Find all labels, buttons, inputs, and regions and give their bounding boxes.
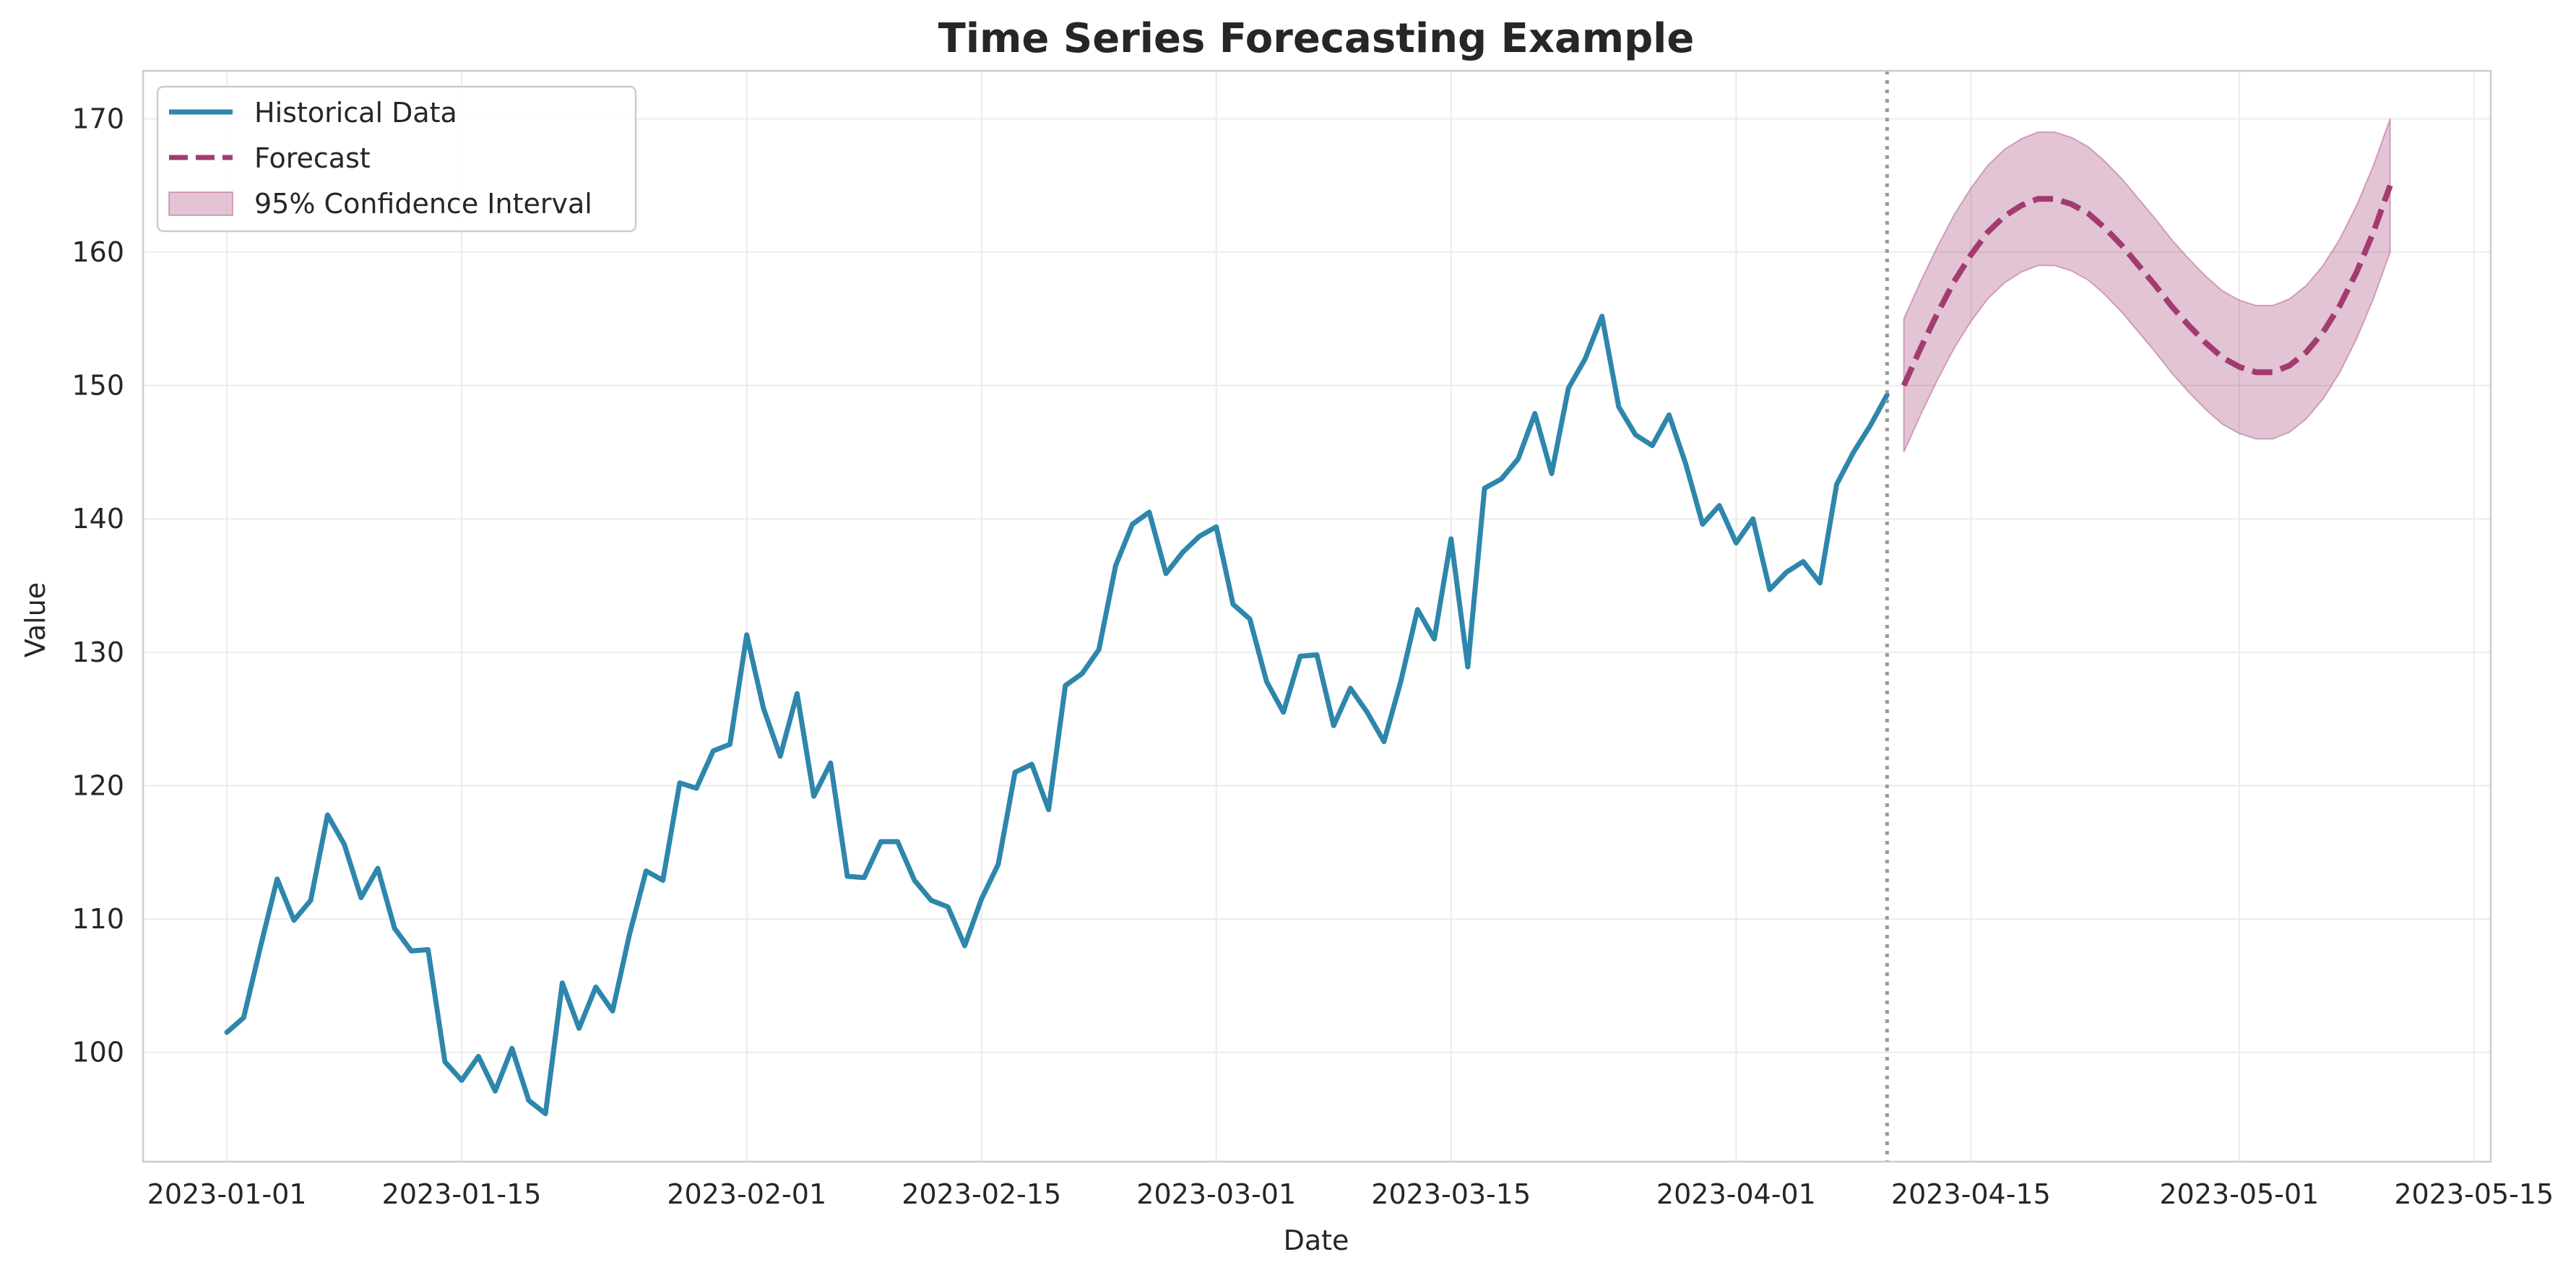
y-tick-label: 160 [72, 236, 124, 268]
y-tick-label: 130 [72, 636, 124, 668]
y-tick-label: 100 [72, 1037, 124, 1068]
x-tick-label: 2023-04-15 [1891, 1178, 2051, 1210]
y-tick-label: 110 [72, 903, 124, 935]
series-line-layer [224, 184, 2393, 1116]
x-tick-label: 2023-05-01 [2159, 1178, 2319, 1210]
legend-label-forecast: Forecast [254, 142, 371, 174]
plot-frame [142, 69, 2492, 1163]
legend-label-confidence-interval: 95% Confidence Interval [254, 188, 592, 220]
tick-labels: 2023-01-01 2023-01-15 2023-02-01 2023-02-15… [72, 103, 2554, 1210]
y-tick-label: 150 [72, 370, 124, 402]
y-tick-label: 140 [72, 503, 124, 535]
x-tick-label: 2023-04-01 [1656, 1178, 1816, 1210]
legend-label-historical: Historical Data [254, 97, 457, 129]
x-tick-label: 2023-02-15 [902, 1178, 1061, 1210]
x-tick-label: 2023-03-01 [1136, 1178, 1296, 1210]
legend-box [156, 85, 637, 233]
x-tick-label: 2023-05-15 [2394, 1178, 2554, 1210]
y-tick-label: 120 [72, 769, 124, 801]
legend: Historical Data Forecast 95% Confidence … [156, 85, 637, 233]
forecast-line [1901, 184, 2393, 387]
x-tick-label: 2023-03-15 [1371, 1178, 1531, 1210]
confidence-band-layer [1903, 118, 2391, 453]
x-axis-label: Date [1284, 1225, 1349, 1256]
chart-title: Time Series Forecasting Example [938, 15, 1695, 62]
historical-data-line [224, 314, 1890, 1116]
x-tick-label: 2023-02-01 [667, 1178, 826, 1210]
x-tick-label: 2023-01-01 [147, 1178, 307, 1210]
x-tick-label: 2023-01-15 [382, 1178, 542, 1210]
y-tick-label: 170 [72, 103, 124, 134]
confidence-interval-band [1903, 118, 2391, 453]
legend-swatch-confidence-interval [168, 191, 233, 216]
y-axis-label: Value [20, 582, 51, 657]
